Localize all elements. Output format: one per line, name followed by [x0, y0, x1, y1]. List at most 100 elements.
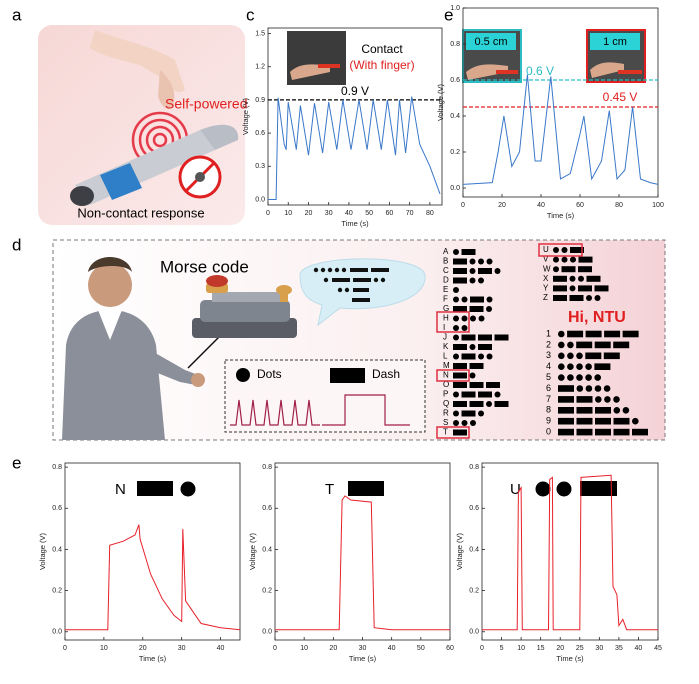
x-tick-label: 30: [359, 645, 367, 652]
morse-symbols: [137, 481, 617, 497]
morse-dot: [632, 417, 639, 425]
morse-dash: [478, 334, 492, 341]
morse-dash: [553, 275, 567, 282]
morse-letter: F: [443, 295, 448, 304]
y-tick-label: 0.8: [469, 464, 479, 471]
y-tick-label: 0.8: [262, 464, 272, 471]
morse-dot: [453, 315, 459, 322]
y-tick-label: 0.2: [52, 587, 62, 594]
annotation: Self-powered: [165, 96, 248, 112]
morse-dot: [470, 420, 476, 426]
morse-dash: [613, 341, 630, 349]
x-tick-label: 10: [100, 645, 108, 652]
morse-letter: O: [443, 380, 449, 389]
y-tick-label: 0.6: [52, 505, 62, 512]
morse-dash: [576, 341, 593, 349]
morse-dot: [578, 275, 584, 282]
morse-dot: [469, 277, 476, 284]
morse-dot: [585, 374, 592, 381]
plot-frame: [481, 462, 659, 641]
y-tick-label: 0.4: [52, 546, 62, 553]
morse-dash: [569, 295, 584, 301]
x-axis-label: Time (s): [556, 654, 584, 663]
morse-dot: [469, 372, 476, 379]
morse-dot: [469, 268, 476, 274]
x-tick-label: 0: [273, 645, 277, 652]
panel-title: Morse code: [160, 257, 249, 276]
morse-dot: [558, 374, 565, 381]
y-tick-label: 1.0: [450, 5, 460, 12]
x-tick-label: 40: [345, 210, 353, 217]
chart-title: U: [510, 481, 521, 498]
morse-dash: [578, 266, 592, 273]
morse-dash: [453, 277, 467, 284]
morse-dot: [586, 295, 592, 301]
y-tick-label: 0.6: [262, 505, 272, 512]
morse-dot: [604, 396, 611, 403]
morse-dash: [622, 330, 639, 338]
x-tick-label: 40: [635, 645, 643, 652]
morse-dash: [494, 334, 509, 341]
morse-dash: [576, 407, 593, 414]
morse-dot: [595, 396, 602, 403]
morse-dot: [469, 258, 476, 265]
x-tick-label: 25: [576, 645, 584, 652]
morse-dot: [622, 407, 630, 414]
y-axis-label: Voltage (V): [455, 532, 464, 570]
morse-dot: [453, 420, 459, 426]
y-tick-label: 0.6: [469, 505, 479, 512]
morse-dash: [453, 363, 467, 369]
x-tick-label: 100: [652, 202, 664, 209]
x-tick-label: 60: [446, 645, 454, 652]
morse-dot: [594, 385, 602, 392]
morse-dot: [486, 258, 493, 265]
morse-dot: [453, 287, 459, 293]
morse-letter: K: [443, 342, 449, 351]
morse-letter: W: [543, 264, 551, 273]
morse-dot: [594, 295, 601, 301]
photos: [287, 29, 646, 85]
annotation: 1 cm: [603, 36, 627, 48]
x-tick-label: 40: [537, 202, 545, 209]
morse-dot: [478, 258, 484, 265]
x-axis-label: Time (s): [139, 654, 167, 663]
morse-letter: C: [443, 266, 449, 275]
morse-letter: B: [443, 257, 448, 266]
morse-letter: A: [443, 247, 449, 256]
morse-letter: U: [543, 245, 549, 254]
morse-dot: [494, 391, 501, 398]
morse-letter: Z: [543, 293, 548, 302]
highlight-box: [436, 369, 470, 382]
morse-letter: G: [443, 304, 449, 313]
morse-dash: [469, 306, 484, 312]
morse-digit: 0: [546, 426, 551, 436]
morse-dash: [453, 401, 467, 407]
morse-digit: 6: [546, 383, 551, 393]
morse-dash: [595, 417, 611, 425]
y-axis-label: Voltage (V): [436, 83, 445, 121]
data-line: [65, 524, 241, 631]
morse-dot: [494, 268, 501, 274]
annotation: Non-contact response: [77, 205, 204, 220]
morse-dot: [558, 341, 565, 349]
morse-digit: 2: [546, 339, 551, 349]
morse-digit: 5: [546, 372, 551, 382]
chart-title: N: [115, 481, 126, 498]
y-tick-label: 0.3: [255, 163, 265, 170]
morse-dash: [578, 256, 593, 263]
morse-dash: [461, 334, 476, 341]
morse-dash: [453, 306, 467, 312]
y-tick-label: 0.4: [469, 546, 479, 553]
morse-letter: V: [543, 255, 549, 264]
morse-dot: [453, 391, 459, 398]
morse-dot: [576, 374, 583, 381]
legend-label: Dash: [372, 367, 400, 381]
y-axis-label: Voltage (V): [248, 532, 257, 570]
y-tick-label: 0.4: [262, 546, 272, 553]
x-tick-label: 80: [426, 210, 434, 217]
morse-dot: [585, 363, 592, 371]
morse-dot: [469, 344, 476, 350]
y-axis-label: Voltage (V): [38, 532, 47, 570]
reference-label: 0.6 V: [526, 64, 554, 78]
morse-dot: [461, 296, 468, 303]
